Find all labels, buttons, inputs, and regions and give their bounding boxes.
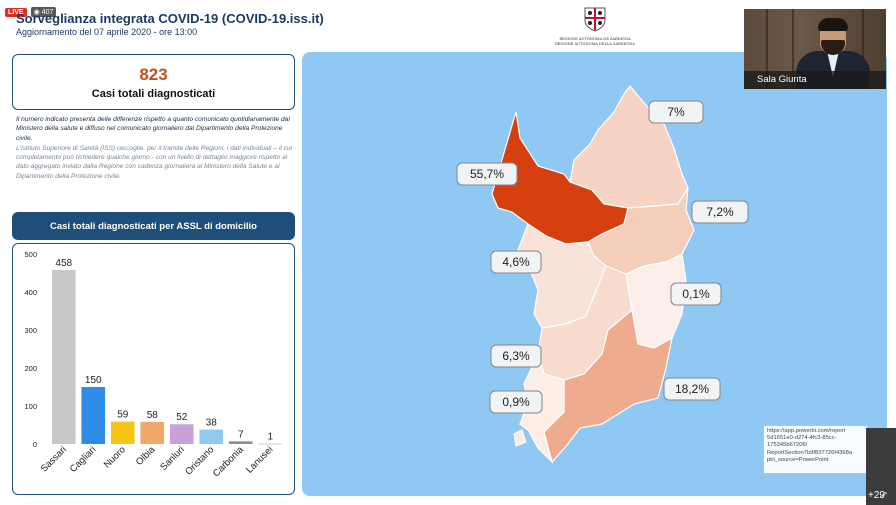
map-label-text: 4,6% bbox=[502, 255, 530, 269]
bar-sanluri bbox=[169, 424, 194, 444]
map-label-box bbox=[648, 100, 704, 124]
bar-oristano bbox=[199, 429, 224, 444]
note-paragraph-2: L'Istituto Superiore di Sanità (ISS) rac… bbox=[16, 144, 293, 180]
map-label-medio-campidano: 6,3% bbox=[490, 344, 542, 368]
bar-chart: 0 100 200 300 400 500 458 Sassari 150 Cagliari 59 N… bbox=[24, 250, 283, 480]
y-tick-label: 300 bbox=[24, 326, 37, 335]
total-cases-value: 823 bbox=[139, 65, 168, 84]
total-cases-label: Casi totali diagnosticati bbox=[91, 88, 216, 100]
map-label-text: 6,3% bbox=[502, 349, 530, 363]
chart-header: Casi totali diagnosticati per ASSL di do… bbox=[12, 212, 295, 240]
y-tick-label: 0 bbox=[33, 440, 37, 449]
wall-panel-line bbox=[766, 9, 768, 89]
map-label-cagliari: 18,2% bbox=[663, 377, 721, 401]
tooltip-line: 175345b67206/ bbox=[767, 442, 808, 449]
map-label-box bbox=[489, 390, 543, 414]
category-label: Lanusei bbox=[244, 444, 275, 475]
sardinia-coat-of-arms-icon bbox=[584, 7, 606, 32]
bar-value-label: 150 bbox=[85, 375, 102, 386]
map-label-text: 7% bbox=[667, 105, 685, 119]
sardinia-map-panel: 7% 55,7% 7,2% 4,6% 0,1% 6,3% 18,2% 0,9% bbox=[302, 52, 887, 496]
category-label: Sassari bbox=[39, 444, 69, 474]
map-label-gallura: 7% bbox=[648, 100, 704, 124]
tooltip-line: pbi_source=PowerPoint bbox=[767, 456, 829, 463]
category-label: Nuoro bbox=[102, 444, 128, 470]
bar-value-label: 59 bbox=[117, 410, 129, 421]
participants-strip[interactable] bbox=[866, 428, 896, 505]
bar-sassari bbox=[51, 269, 76, 444]
map-label-text: 7,2% bbox=[706, 205, 734, 219]
map-label-text: 55,7% bbox=[470, 167, 504, 181]
bar-value-label: 38 bbox=[206, 418, 218, 429]
bar-chart-card: 0 100 200 300 400 500 458 Sassari 150 Cagliari 59 N… bbox=[12, 243, 295, 495]
bar-value-label: 458 bbox=[55, 258, 72, 269]
tooltip-line: https://app.powerbi.com/report bbox=[767, 428, 846, 434]
map-label-box bbox=[663, 377, 721, 401]
map-label-box bbox=[456, 162, 518, 186]
stream-status: LIVE ◉ 407 bbox=[5, 7, 57, 17]
wall-panel-line bbox=[792, 9, 794, 89]
category-label: Olbia bbox=[134, 444, 158, 468]
viewer-count: ◉ 407 bbox=[30, 7, 57, 17]
video-participant-tile[interactable]: Sala Giunta bbox=[744, 9, 886, 89]
map-label-text: 18,2% bbox=[675, 382, 709, 396]
map-label-text: 0,9% bbox=[502, 395, 530, 409]
page-title: Sorveglianza integrata COVID-19 (COVID-1… bbox=[16, 11, 324, 26]
map-label-text: 0,1% bbox=[682, 287, 710, 301]
map-label-box bbox=[691, 200, 749, 224]
bar-carbonia bbox=[228, 441, 253, 444]
bar-olbia bbox=[140, 421, 165, 444]
bar-value-label: 1 bbox=[267, 432, 273, 443]
participant-name: Sala Giunta bbox=[744, 71, 886, 89]
map-label-ogliastra: 0,1% bbox=[670, 282, 722, 306]
data-note: Il numero indicato presenta delle differ… bbox=[16, 115, 296, 181]
bar-nuoro bbox=[110, 421, 135, 444]
map-island-san-pietro bbox=[513, 429, 527, 447]
url-tooltip[interactable]: https://app.powerbi.com/report 5d1651e0-… bbox=[763, 425, 868, 474]
map-label-nuoro: 7,2% bbox=[691, 200, 749, 224]
y-tick-label: 500 bbox=[24, 250, 37, 259]
map-label-oristano: 4,6% bbox=[490, 250, 542, 274]
viewer-count-value: 407 bbox=[41, 8, 54, 16]
participant-hair bbox=[818, 18, 848, 31]
bar-value-label: 52 bbox=[176, 412, 188, 423]
map-label-box bbox=[490, 250, 542, 274]
total-cases-card: 823 Casi totali diagnosticati bbox=[12, 54, 295, 110]
region-emblem: REGIONE AUTÒNOMA DE SARDIGNA REGIONE AUT… bbox=[555, 6, 635, 47]
category-label: Carbonia bbox=[211, 444, 247, 480]
y-tick-label: 200 bbox=[24, 364, 37, 373]
map-label-sassari: 55,7% bbox=[456, 162, 518, 186]
category-label: Cagliari bbox=[68, 444, 99, 475]
sardinia-map: 7% 55,7% 7,2% 4,6% 0,1% 6,3% 18,2% 0,9% bbox=[456, 85, 749, 465]
note-paragraph-1: Il numero indicato presenta delle differ… bbox=[16, 116, 290, 142]
live-badge: LIVE bbox=[5, 7, 27, 17]
page-subtitle: Aggiornamento del 07 aprile 2020 - ore 1… bbox=[16, 27, 198, 37]
tooltip-line: ReportSection7b9f837726f4368a bbox=[767, 449, 853, 456]
emblem-line-1: REGIONE AUTÒNOMA DE SARDIGNA bbox=[559, 37, 631, 41]
map-label-box bbox=[490, 344, 542, 368]
tooltip-line: 5d1651e0-d274-4fc3-85cc- bbox=[767, 435, 837, 442]
eye-icon: ◉ bbox=[33, 9, 40, 16]
emblem-line-2: REGIONE AUTONOMA DELLA SARDEGNA bbox=[555, 42, 635, 46]
more-participants-count[interactable]: +29 bbox=[868, 490, 885, 501]
y-tick-label: 400 bbox=[24, 288, 37, 297]
wall-panel-line bbox=[862, 9, 864, 89]
bar-lanusei bbox=[258, 443, 283, 445]
map-label-carbonia: 0,9% bbox=[489, 390, 543, 414]
expand-icon[interactable]: ⤢ bbox=[880, 491, 887, 500]
category-label: Sanluri bbox=[158, 444, 187, 473]
bar-value-label: 7 bbox=[238, 429, 244, 440]
y-tick-label: 100 bbox=[24, 402, 37, 411]
participant-beard bbox=[821, 40, 845, 55]
map-label-box bbox=[670, 282, 722, 306]
bar-cagliari bbox=[81, 387, 106, 444]
bar-value-label: 58 bbox=[147, 410, 159, 421]
